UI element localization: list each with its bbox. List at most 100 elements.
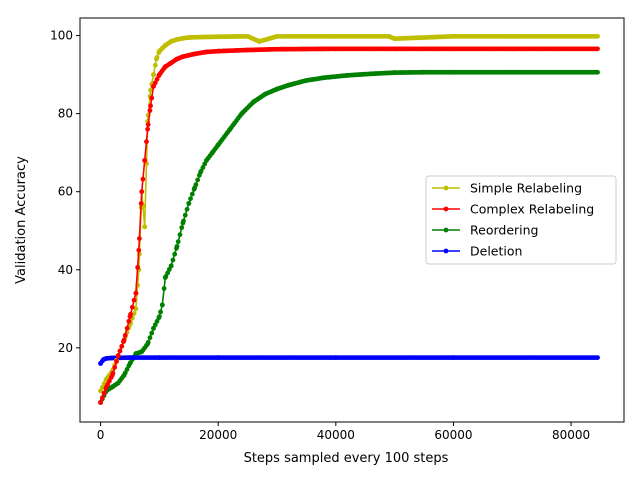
data-point [451,355,456,360]
data-point [145,126,151,132]
data-point [159,302,165,308]
data-point [154,56,159,62]
x-tick-label: 20000 [199,428,237,442]
x-tick-label: 40000 [317,428,355,442]
data-point [204,158,209,163]
data-point [392,46,398,52]
x-axis: 0 20000 40000 60000 80000 [97,422,590,442]
data-point [192,51,198,57]
data-point [156,314,162,320]
data-point [192,185,198,191]
data-point [333,46,339,52]
data-point [115,353,121,359]
data-point [142,158,148,163]
legend-marker [443,248,449,254]
data-point [451,33,456,39]
series-layer [98,33,600,405]
data-point [595,46,600,52]
data-point [262,91,268,97]
data-point [109,372,115,378]
data-point [595,33,600,39]
data-point [256,39,262,44]
data-point [333,33,339,39]
data-point [451,46,456,52]
data-point [139,349,145,355]
data-point [188,196,193,202]
legend[interactable]: Simple Relabeling Complex Relabeling Reord… [425,175,617,265]
data-point [392,36,398,42]
legend-marker [443,185,449,191]
data-point [421,69,427,75]
legend-marker [443,206,449,212]
legend-label: Reordering [470,223,538,238]
data-point [182,212,188,218]
data-point [131,297,137,303]
data-point [180,35,186,41]
data-point [198,34,203,40]
legend-box [425,175,617,265]
data-point [98,400,103,405]
data-point [98,388,103,394]
data-point [145,341,151,347]
data-point [215,355,221,360]
data-point [345,72,350,78]
data-point [156,48,162,54]
data-point [392,70,398,76]
data-point [147,335,153,341]
y-tick-label: 40 [58,263,73,277]
data-point [162,42,168,48]
data-point [174,56,180,62]
data-point [245,47,251,53]
x-axis-label: Steps sampled every 100 steps [244,451,449,466]
data-point [124,325,130,331]
y-tick-label: 60 [58,185,73,199]
data-point [121,337,127,343]
data-point [98,361,103,366]
legend-label: Simple Relabeling [470,181,582,196]
data-point [156,72,162,77]
data-point [198,169,203,175]
data-point [109,384,115,390]
data-point [168,39,174,44]
data-point [161,286,167,291]
data-point [186,201,192,206]
series-deletion [98,355,600,366]
data-point [151,83,156,89]
data-point [135,265,141,270]
data-point [149,95,155,101]
y-axis-label: Validation Accuracy [14,156,29,284]
x-tick-label: 60000 [434,428,472,442]
data-point [245,33,251,39]
data-point [149,330,155,336]
legend-item[interactable]: Complex Relabeling [432,202,594,217]
legend-label: Complex Relabeling [470,202,594,217]
data-point [117,348,123,354]
y-tick-label: 80 [58,107,73,121]
data-point [148,87,153,93]
data-point [109,355,115,361]
y-tick-label: 100 [50,29,73,43]
legend-item[interactable]: Deletion [432,244,522,259]
data-point [104,384,109,390]
data-point [104,355,109,361]
data-point [142,224,148,230]
data-point [172,251,178,257]
data-point [126,318,132,324]
data-point [114,359,119,364]
legend-item[interactable]: Reordering [432,223,538,238]
data-point [151,325,156,331]
data-point [304,78,309,83]
y-axis: 20 40 60 80 100 [50,29,80,355]
data-point [209,150,215,156]
data-point [321,75,327,81]
data-point [189,191,195,197]
data-point [195,177,201,183]
legend-item[interactable]: Simple Relabeling [432,181,582,196]
data-point [177,232,183,238]
data-point [509,33,515,39]
data-point [239,111,245,117]
data-point [274,46,280,52]
data-point [386,33,392,39]
data-point [184,206,190,212]
